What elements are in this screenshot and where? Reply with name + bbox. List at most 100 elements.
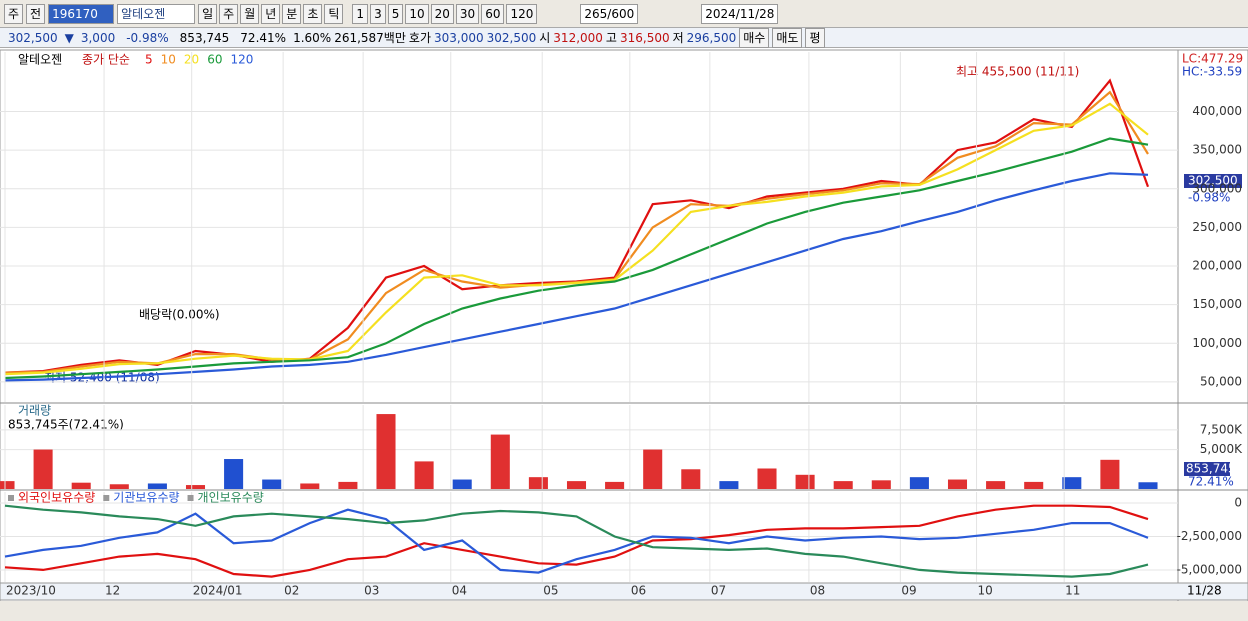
tab[interactable]: 초 <box>303 3 323 24</box>
tab[interactable]: 20 <box>430 3 454 24</box>
tab[interactable]: 1 <box>352 3 369 24</box>
intervals: 1 3 5 10 20 30 60 120 <box>352 3 538 24</box>
x-tick-label: 04 <box>452 584 467 598</box>
x-tick-label: 06 <box>631 584 646 598</box>
tab[interactable]: 틱 <box>324 3 344 24</box>
x-tick-label: 03 <box>364 584 379 598</box>
turnover: 1.60% <box>293 30 332 45</box>
date[interactable]: 2024/11/28 <box>701 3 779 24</box>
hc-label: HC:-33.59 <box>1182 65 1242 79</box>
vol-ratio: 72.41% <box>240 30 287 45</box>
legend-entry: 5 <box>145 53 153 67</box>
volume-bar <box>833 481 853 489</box>
volume-bar <box>605 481 625 489</box>
y-tick-label: 5,000K <box>1200 442 1243 456</box>
ask-label: 호가 <box>408 31 431 45</box>
tab[interactable]: 일 <box>198 3 218 24</box>
buy[interactable]: 매수 <box>739 27 770 48</box>
bid: 302,500 <box>486 30 537 45</box>
y-tick-label: 50,000 <box>1200 374 1242 388</box>
tab[interactable]: 120 <box>506 3 538 24</box>
volume-box <box>1184 462 1230 476</box>
series-line <box>4 504 1149 578</box>
legend-entry: 기관보유수량 <box>113 491 179 505</box>
tab[interactable]: 월 <box>240 3 260 24</box>
volume-bar <box>147 483 167 489</box>
volume-bar <box>414 461 434 489</box>
legend-swatch <box>8 495 14 501</box>
stock-title: 알테오젠 <box>18 53 62 67</box>
y-tick-label: 7,500K <box>1200 422 1243 436</box>
series-line <box>4 504 1149 578</box>
series-line <box>4 102 1149 376</box>
x-tick-label: 12 <box>105 584 120 598</box>
market[interactable]: 주 <box>4 3 24 24</box>
code[interactable]: 196170 <box>48 3 115 24</box>
y-tick-label: 350,000 <box>1192 143 1242 157</box>
count[interactable]: 265/600 <box>580 3 639 24</box>
last-change: -0.98% <box>1188 191 1230 205</box>
legend-entry: 60 <box>207 53 222 67</box>
tab[interactable]: 60 <box>481 3 505 24</box>
volume-bar <box>871 480 891 489</box>
y-tick-label: 150,000 <box>1192 297 1242 311</box>
tab[interactable]: 3 <box>370 3 386 24</box>
price-box <box>1184 174 1242 188</box>
volume-bar <box>338 481 358 489</box>
amount: 261,587백만 <box>334 31 406 45</box>
tab[interactable]: 10 <box>405 3 429 24</box>
volume-bar <box>528 477 548 489</box>
volume-bar <box>376 414 396 489</box>
y-tick-label: 300,000 <box>1192 181 1242 195</box>
x-tick-label: 11 <box>1065 584 1080 598</box>
volume-bar <box>224 459 244 489</box>
volume-title: 거래량 <box>18 404 51 418</box>
volume-bar <box>719 481 739 489</box>
avg[interactable]: 평 <box>805 27 825 48</box>
high: 316,500 <box>619 30 670 45</box>
price: 302,500 <box>8 30 58 45</box>
tab[interactable]: 5 <box>387 3 404 24</box>
sell[interactable]: 매도 <box>772 27 803 48</box>
change: 3,000 <box>80 30 116 45</box>
open-label: 시 <box>539 31 551 45</box>
legend-entry: 10 <box>161 53 176 67</box>
volume-bar <box>566 481 587 489</box>
annotation: 배당락(0.00%) <box>139 308 220 322</box>
volume-bar <box>947 479 968 489</box>
volume-bar <box>33 449 53 489</box>
x-tick-label: 05 <box>543 584 558 598</box>
arrow: ▼ <box>64 30 74 45</box>
y-tick-label: 400,000 <box>1192 104 1242 118</box>
stock-name[interactable]: 알테오젠 <box>117 3 196 24</box>
tab[interactable]: 주 <box>219 3 239 24</box>
y-tick-label: 0 <box>1234 495 1242 509</box>
scrollbar[interactable] <box>0 601 1248 621</box>
series-line <box>4 508 1149 574</box>
chart: 알테오젠 종가 단순 LC:477.29 HC:-33.59 최고 455,50… <box>0 49 1248 621</box>
x-tick-label: 07 <box>711 584 726 598</box>
x-tick-label: 09 <box>901 584 916 598</box>
prev[interactable]: 전 <box>26 3 46 24</box>
volume-subtitle: 853,745주(72.41%) <box>8 418 124 432</box>
volume-bar <box>1024 481 1044 489</box>
tab[interactable]: 분 <box>282 3 302 24</box>
series-line <box>4 172 1149 382</box>
last-volume: 853,745 <box>1186 462 1236 476</box>
volume-bar <box>909 477 929 489</box>
axis-frame <box>1177 49 1248 603</box>
ask: 303,000 <box>434 30 484 45</box>
y-tick-label: 100,000 <box>1192 336 1242 350</box>
volume-bar <box>1100 459 1120 489</box>
tab[interactable]: 30 <box>455 3 480 24</box>
x-tick-label: 2024/01 <box>193 584 243 598</box>
x-tick-label: 08 <box>810 584 825 598</box>
tab[interactable]: 년 <box>261 3 281 24</box>
volume-bar <box>795 474 815 489</box>
volume-bar <box>300 483 320 489</box>
legend-prefix: 종가 단순 <box>82 53 130 67</box>
legend-swatch <box>187 495 194 501</box>
y-tick-label: 200,000 <box>1192 259 1242 273</box>
low-label: 저 <box>672 31 684 45</box>
